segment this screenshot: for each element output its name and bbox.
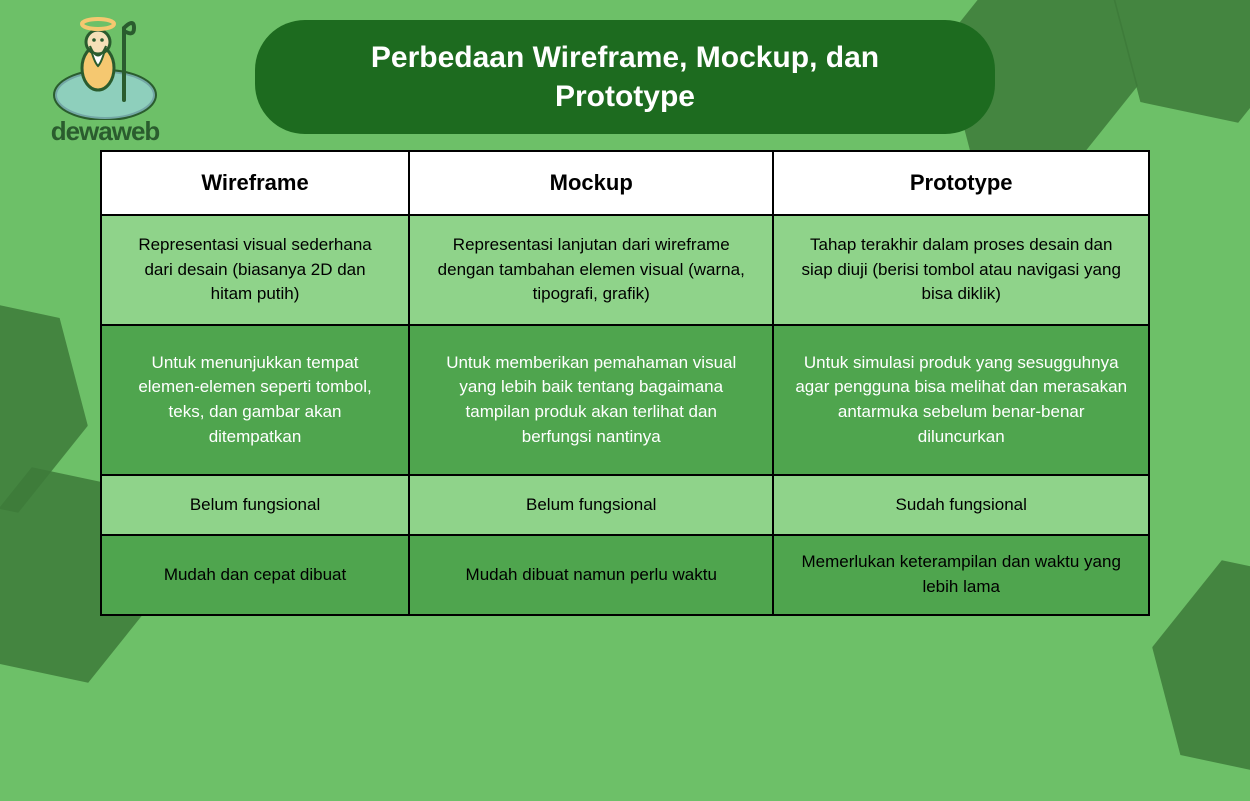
col-header-prototype: Prototype [773,151,1149,215]
comparison-table-container: Wireframe Mockup Prototype Representasi … [100,150,1150,616]
cell-mockup-functionality: Belum fungsional [409,475,773,535]
cell-prototype-purpose: Untuk simulasi produk yang sesugguhnya a… [773,325,1149,475]
col-header-wireframe: Wireframe [101,151,409,215]
table-header-row: Wireframe Mockup Prototype [101,151,1149,215]
dewaweb-logo-icon [40,10,170,120]
brand-name: dewaweb [40,116,170,147]
cell-prototype-functionality: Sudah fungsional [773,475,1149,535]
cell-prototype-definition: Tahap terakhir dalam proses desain dan s… [773,215,1149,325]
table-row-definition: Representasi visual sederhana dari desai… [101,215,1149,325]
col-header-mockup: Mockup [409,151,773,215]
cell-mockup-definition: Representasi lanjutan dari wireframe den… [409,215,773,325]
table-row-purpose: Untuk menunjukkan tempat elemen-elemen s… [101,325,1149,475]
cell-wireframe-effort: Mudah dan cepat dibuat [101,535,409,615]
cell-wireframe-definition: Representasi visual sederhana dari desai… [101,215,409,325]
cell-mockup-effort: Mudah dibuat namun perlu waktu [409,535,773,615]
page-title: Perbedaan Wireframe, Mockup, dan Prototy… [255,20,995,134]
cell-mockup-purpose: Untuk memberikan pemahaman visual yang l… [409,325,773,475]
cell-prototype-effort: Memerlukan keterampilan dan waktu yang l… [773,535,1149,615]
comparison-table: Wireframe Mockup Prototype Representasi … [100,150,1150,616]
table-row-effort: Mudah dan cepat dibuat Mudah dibuat namu… [101,535,1149,615]
cell-wireframe-purpose: Untuk menunjukkan tempat elemen-elemen s… [101,325,409,475]
brand-logo: dewaweb [40,10,170,147]
table-row-functionality: Belum fungsional Belum fungsional Sudah … [101,475,1149,535]
cell-wireframe-functionality: Belum fungsional [101,475,409,535]
